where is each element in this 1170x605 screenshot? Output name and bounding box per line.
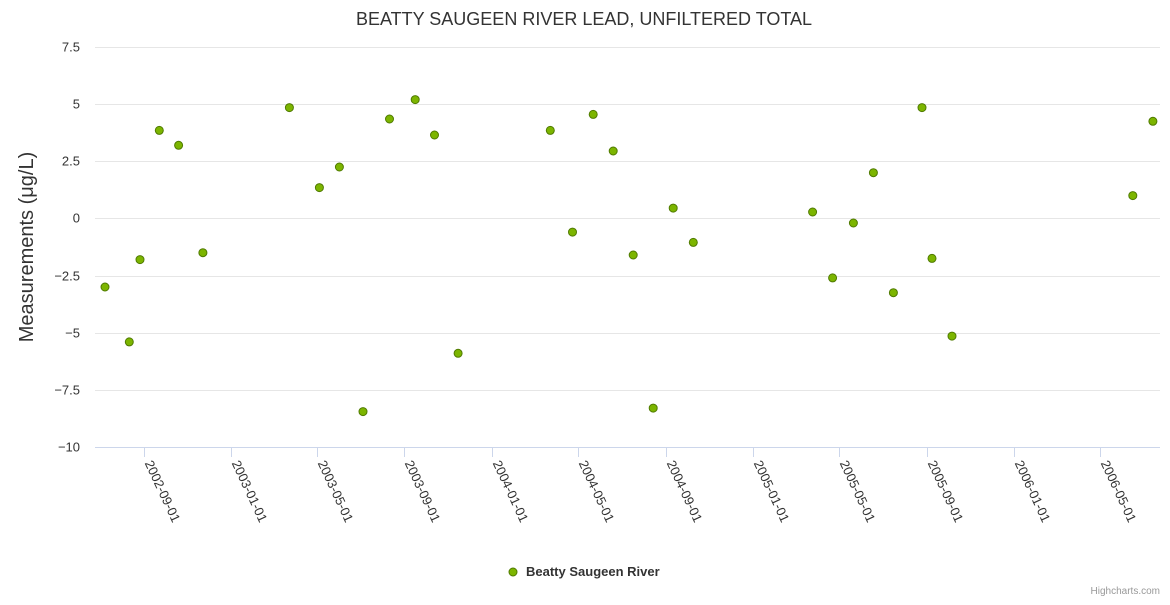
data-point[interactable] [808, 207, 818, 217]
data-point[interactable] [668, 203, 678, 213]
credits-link[interactable]: Highcharts.com [1091, 586, 1160, 597]
x-tick-label: 2003-09-01 [402, 458, 444, 525]
data-point[interactable] [545, 125, 555, 135]
data-point[interactable] [334, 162, 344, 172]
data-point[interactable] [608, 146, 618, 156]
data-point[interactable] [568, 227, 577, 237]
data-point[interactable] [1128, 191, 1138, 201]
y-axis-title: Measurements (μg/L) [16, 152, 38, 342]
data-point[interactable] [917, 103, 927, 113]
y-tick-label: −2.5 [54, 269, 80, 284]
x-tick-label: 2006-05-01 [1098, 458, 1140, 525]
legend-marker [508, 567, 518, 577]
legend-label[interactable]: Beatty Saugeen River [526, 564, 660, 579]
data-point[interactable] [828, 273, 838, 283]
axes: 7.5 5 2.5 0 −2.5 −5 −7.5 −10 2002-09-01 2003-01-0… [54, 40, 1160, 525]
data-point[interactable] [628, 250, 638, 260]
data-point[interactable] [174, 140, 184, 150]
data-point[interactable] [453, 348, 463, 358]
data-points [100, 95, 1158, 417]
data-point[interactable] [688, 237, 698, 247]
gridlines [95, 47, 1160, 448]
data-point[interactable] [358, 407, 368, 417]
data-point[interactable] [888, 288, 898, 298]
data-point[interactable] [100, 282, 110, 292]
x-tick-label: 2005-05-01 [837, 458, 879, 525]
data-point[interactable] [135, 255, 145, 265]
chart-title: BEATTY SAUGEEN RIVER LEAD, UNFILTERED TO… [356, 9, 812, 29]
data-point[interactable] [154, 125, 164, 135]
data-point[interactable] [198, 248, 208, 258]
y-tick-label: 5 [73, 97, 80, 112]
data-point[interactable] [124, 337, 134, 347]
x-tick-label: 2006-01-01 [1012, 458, 1054, 525]
data-point[interactable] [1148, 116, 1158, 126]
x-tick-label: 2004-09-01 [664, 458, 706, 525]
x-tick-label: 2002-09-01 [142, 458, 184, 525]
x-tick-label: 2005-01-01 [751, 458, 793, 525]
x-tick-label: 2003-05-01 [315, 458, 357, 525]
y-tick-label: −5 [65, 326, 80, 341]
legend[interactable]: Beatty Saugeen River [508, 564, 660, 579]
y-tick-label: 0 [73, 211, 80, 226]
data-point[interactable] [385, 114, 394, 124]
data-point[interactable] [927, 253, 937, 263]
y-tick-label: 7.5 [62, 40, 80, 55]
y-tick-label: −10 [58, 440, 80, 455]
data-point[interactable] [947, 331, 957, 341]
data-point[interactable] [284, 103, 294, 113]
data-point[interactable] [410, 95, 420, 105]
data-point[interactable] [648, 403, 658, 413]
data-point[interactable] [588, 109, 598, 119]
x-tick-label: 2005-09-01 [925, 458, 967, 525]
x-tick-label: 2003-01-01 [229, 458, 271, 525]
y-tick-label: −7.5 [54, 383, 80, 398]
data-point[interactable] [430, 130, 439, 140]
x-tick-label: 2004-01-01 [490, 458, 532, 525]
data-point[interactable] [848, 218, 858, 228]
data-point[interactable] [868, 168, 878, 178]
data-point[interactable] [314, 183, 324, 193]
y-tick-label: 2.5 [62, 154, 80, 169]
x-tick-label: 2004-05-01 [576, 458, 618, 525]
